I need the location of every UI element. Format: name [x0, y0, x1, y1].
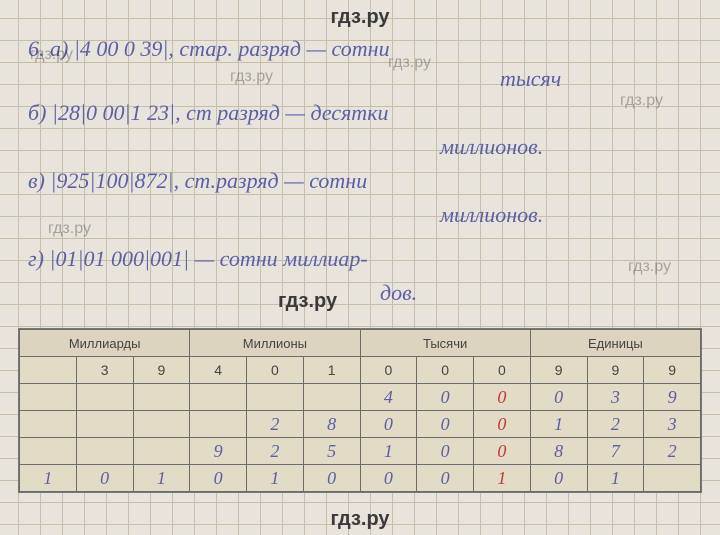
- cell: 1: [303, 357, 360, 384]
- page-header: гдз.ру: [0, 6, 720, 29]
- cell: [20, 411, 77, 438]
- cell: [133, 438, 190, 465]
- cell: [76, 411, 133, 438]
- cell: 9: [644, 357, 701, 384]
- cell: [247, 384, 304, 411]
- cell: 9: [530, 357, 587, 384]
- cell: 0: [247, 357, 304, 384]
- cell: [20, 384, 77, 411]
- hand-line-1: 6. а) |4 00 0 39|, стар. разряд — сотни: [28, 36, 390, 62]
- cell: [303, 384, 360, 411]
- cell: 1: [530, 411, 587, 438]
- cell: 1: [247, 465, 304, 492]
- cell: 1: [133, 465, 190, 492]
- cell: 4: [190, 357, 247, 384]
- cell: 0: [474, 384, 531, 411]
- table-header-row: Миллиарды Миллионы Тысячи Единицы: [20, 330, 701, 357]
- cell: 2: [587, 411, 644, 438]
- cell: 0: [417, 357, 474, 384]
- cell: 3: [587, 384, 644, 411]
- table-row: 400039: [20, 384, 701, 411]
- cell: 4: [360, 384, 417, 411]
- cell: 0: [303, 465, 360, 492]
- cell: 3: [76, 357, 133, 384]
- cell: [20, 438, 77, 465]
- cell: 0: [417, 384, 474, 411]
- cell: 0: [417, 465, 474, 492]
- cell: 2: [247, 411, 304, 438]
- table-row: 10101000101: [20, 465, 701, 492]
- cell: 9: [587, 357, 644, 384]
- page-footer: гдз.ру: [0, 508, 720, 531]
- hand-line-2b: миллионов.: [440, 134, 543, 160]
- col-billions: Миллиарды: [20, 330, 190, 357]
- cell: 9: [190, 438, 247, 465]
- cell: 0: [360, 465, 417, 492]
- cell: 3: [644, 411, 701, 438]
- table-row-printed: 39401000999: [20, 357, 701, 384]
- cell: [76, 438, 133, 465]
- cell: 1: [587, 465, 644, 492]
- col-units: Единицы: [530, 330, 700, 357]
- cell: 0: [474, 438, 531, 465]
- cell: 0: [417, 411, 474, 438]
- cell: 2: [247, 438, 304, 465]
- hand-line-2: б) |28|0 00|1 23|, ст разряд — десятки: [28, 100, 389, 126]
- cell: [644, 465, 701, 492]
- cell: [190, 411, 247, 438]
- hand-line-3: в) |925|100|872|, ст.разряд — сотни: [28, 168, 367, 194]
- cell: 2: [644, 438, 701, 465]
- cell: 8: [303, 411, 360, 438]
- cell: 5: [303, 438, 360, 465]
- cell: 8: [530, 438, 587, 465]
- cell: [133, 411, 190, 438]
- cell: 9: [644, 384, 701, 411]
- cell: 7: [587, 438, 644, 465]
- cell: 9: [133, 357, 190, 384]
- col-thousands: Тысячи: [360, 330, 530, 357]
- cell: 1: [474, 465, 531, 492]
- cell: 0: [530, 384, 587, 411]
- place-value-table: Миллиарды Миллионы Тысячи Единицы 394010…: [18, 328, 702, 493]
- cell: [190, 384, 247, 411]
- cell: 0: [76, 465, 133, 492]
- cell: [133, 384, 190, 411]
- cell: [20, 357, 77, 384]
- cell: 0: [417, 438, 474, 465]
- table-row: 925100872: [20, 438, 701, 465]
- hand-line-3b: миллионов.: [440, 202, 543, 228]
- cell: 1: [20, 465, 77, 492]
- cell: 0: [474, 411, 531, 438]
- hand-line-4b: дов.: [380, 280, 417, 306]
- col-millions: Миллионы: [190, 330, 360, 357]
- cell: [76, 384, 133, 411]
- cell: 0: [530, 465, 587, 492]
- cell: 0: [360, 411, 417, 438]
- cell: 1: [360, 438, 417, 465]
- hand-line-4: г) |01|01 000|001| — сотни миллиар-: [28, 246, 368, 272]
- cell: 0: [360, 357, 417, 384]
- cell: 0: [190, 465, 247, 492]
- hand-line-1b: тысяч: [500, 66, 561, 92]
- cell: 0: [474, 357, 531, 384]
- table-row: 28000123: [20, 411, 701, 438]
